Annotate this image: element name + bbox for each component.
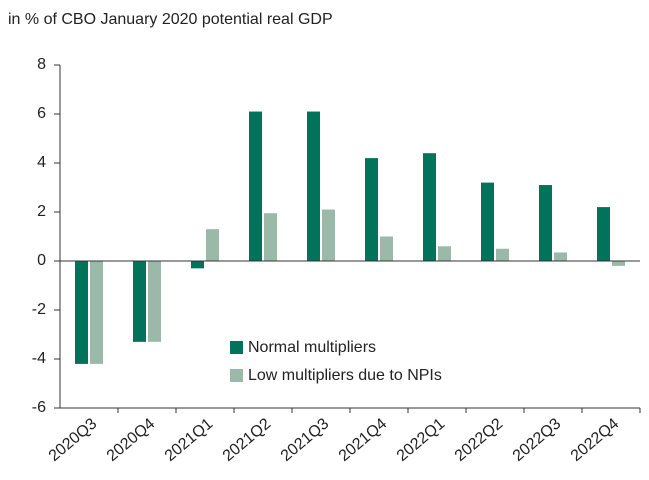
bar bbox=[496, 248, 509, 261]
bar bbox=[249, 111, 262, 261]
bar bbox=[423, 153, 436, 261]
x-tick-label: 2022Q4 bbox=[568, 415, 623, 465]
y-tick-label: -2 bbox=[32, 301, 46, 318]
bar bbox=[206, 229, 219, 261]
y-tick-label: 8 bbox=[37, 56, 46, 73]
legend-label: Low multipliers due to NPIs bbox=[248, 367, 442, 384]
bar bbox=[597, 207, 610, 261]
y-tick-label: 4 bbox=[37, 154, 46, 171]
legend-swatch bbox=[230, 341, 243, 354]
y-tick-label: 2 bbox=[37, 203, 46, 220]
x-tick-label: 2022Q1 bbox=[394, 415, 449, 465]
bar bbox=[264, 213, 277, 261]
bar bbox=[481, 182, 494, 261]
bar bbox=[322, 209, 335, 261]
legend-label: Normal multipliers bbox=[248, 339, 376, 356]
bar bbox=[75, 261, 88, 364]
x-tick-label: 2020Q4 bbox=[104, 415, 159, 465]
x-tick-label: 2021Q3 bbox=[278, 415, 333, 465]
y-tick-label: 6 bbox=[37, 105, 46, 122]
bar bbox=[133, 261, 146, 342]
bar bbox=[191, 261, 204, 269]
x-tick-label: 2022Q3 bbox=[510, 415, 565, 465]
bar bbox=[148, 261, 161, 342]
bar bbox=[365, 158, 378, 261]
x-tick-label: 2021Q2 bbox=[220, 415, 275, 465]
x-tick-label: 2020Q3 bbox=[46, 415, 101, 465]
x-tick-label: 2021Q1 bbox=[162, 415, 217, 465]
chart-title: in % of CBO January 2020 potential real … bbox=[8, 11, 333, 28]
bar bbox=[380, 236, 393, 261]
y-tick-label: 0 bbox=[37, 252, 46, 269]
bar bbox=[612, 261, 625, 266]
bar bbox=[90, 261, 103, 364]
bar bbox=[438, 246, 451, 261]
y-tick-label: -6 bbox=[32, 399, 46, 416]
bar bbox=[307, 111, 320, 261]
x-tick-label: 2021Q4 bbox=[336, 415, 391, 465]
bar bbox=[554, 252, 567, 261]
y-tick-label: -4 bbox=[32, 350, 46, 367]
x-tick-label: 2022Q2 bbox=[452, 415, 507, 465]
bar bbox=[539, 185, 552, 261]
legend-swatch bbox=[230, 369, 243, 382]
